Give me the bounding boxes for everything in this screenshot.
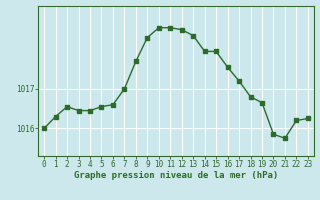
X-axis label: Graphe pression niveau de la mer (hPa): Graphe pression niveau de la mer (hPa): [74, 171, 278, 180]
